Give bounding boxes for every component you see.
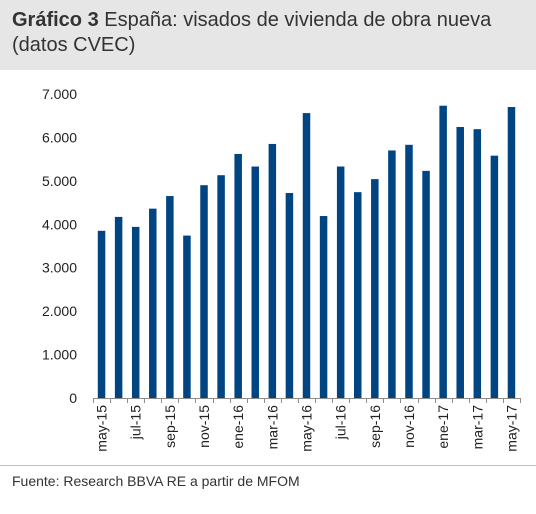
bar-mar-17	[473, 129, 482, 399]
bar-oct-16	[388, 150, 396, 398]
x-tick-label: sep-16	[367, 405, 383, 448]
bar-mar-16	[268, 143, 277, 398]
source-note: Fuente: Research BBVA RE a partir de MFO…	[12, 473, 300, 489]
bar-feb-17	[456, 127, 464, 399]
bar-ene-17	[439, 105, 447, 399]
x-tick-label: may-16	[299, 405, 315, 452]
y-tick-label: 5.000	[42, 173, 77, 189]
bar-may-17	[507, 107, 516, 399]
source-divider	[0, 465, 536, 466]
bar-may-15	[97, 230, 106, 398]
chart-title-lead: Gráfico 3	[12, 9, 99, 31]
bar-jun-16	[319, 216, 328, 398]
bar-sep-15	[166, 196, 174, 398]
bar-abr-17	[490, 155, 499, 398]
chart-title: Gráfico 3 España: visados de vivienda de…	[12, 8, 527, 58]
bar-abr-16	[285, 193, 294, 398]
bar-dic-15	[217, 175, 225, 398]
x-tick-label: nov-16	[401, 405, 417, 448]
bar-jul-16	[336, 166, 345, 398]
bar-sep-16	[371, 179, 379, 398]
bar-feb-16	[251, 166, 260, 398]
x-tick-label: jul-16	[333, 405, 349, 440]
bar-ene-16	[234, 153, 242, 398]
x-tick-label: may-15	[94, 405, 110, 452]
y-tick-label: 0	[69, 390, 77, 406]
x-tick-label: may-17	[503, 405, 519, 452]
bar-chart: 0 1.000 2.000 3.000 4.000 5.000 6.000 7.000 may-…	[42, 86, 521, 452]
y-tick-label: 7.000	[42, 86, 77, 102]
y-tick-label: 4.000	[42, 216, 77, 232]
chart-header	[0, 0, 536, 70]
bar-dic-16	[422, 170, 430, 398]
bar-nov-15	[200, 185, 208, 398]
y-tick-label: 1.000	[42, 347, 77, 363]
bar-may-16	[302, 113, 311, 398]
bar-oct-15	[183, 235, 191, 398]
x-tick-label: ene-16	[230, 405, 246, 449]
bar-jun-15	[114, 216, 123, 398]
bar-ago-16	[353, 192, 362, 398]
bar-ago-15	[149, 208, 157, 398]
x-tick-label: sep-15	[162, 405, 178, 448]
x-tick-label: mar-17	[469, 405, 485, 450]
chart-title-text: España: visados de vivienda de obra nuev…	[12, 9, 492, 56]
x-tick-label: nov-15	[196, 405, 212, 448]
y-tick-label: 2.000	[42, 303, 77, 319]
x-tick-label: mar-16	[264, 405, 280, 450]
y-tick-label: 3.000	[42, 260, 77, 276]
x-tick-label: ene-17	[435, 405, 451, 449]
bar-jul-15	[131, 226, 140, 398]
x-tick-label: jul-15	[128, 405, 144, 440]
y-tick-label: 6.000	[42, 129, 77, 145]
bar-nov-16	[405, 144, 413, 398]
